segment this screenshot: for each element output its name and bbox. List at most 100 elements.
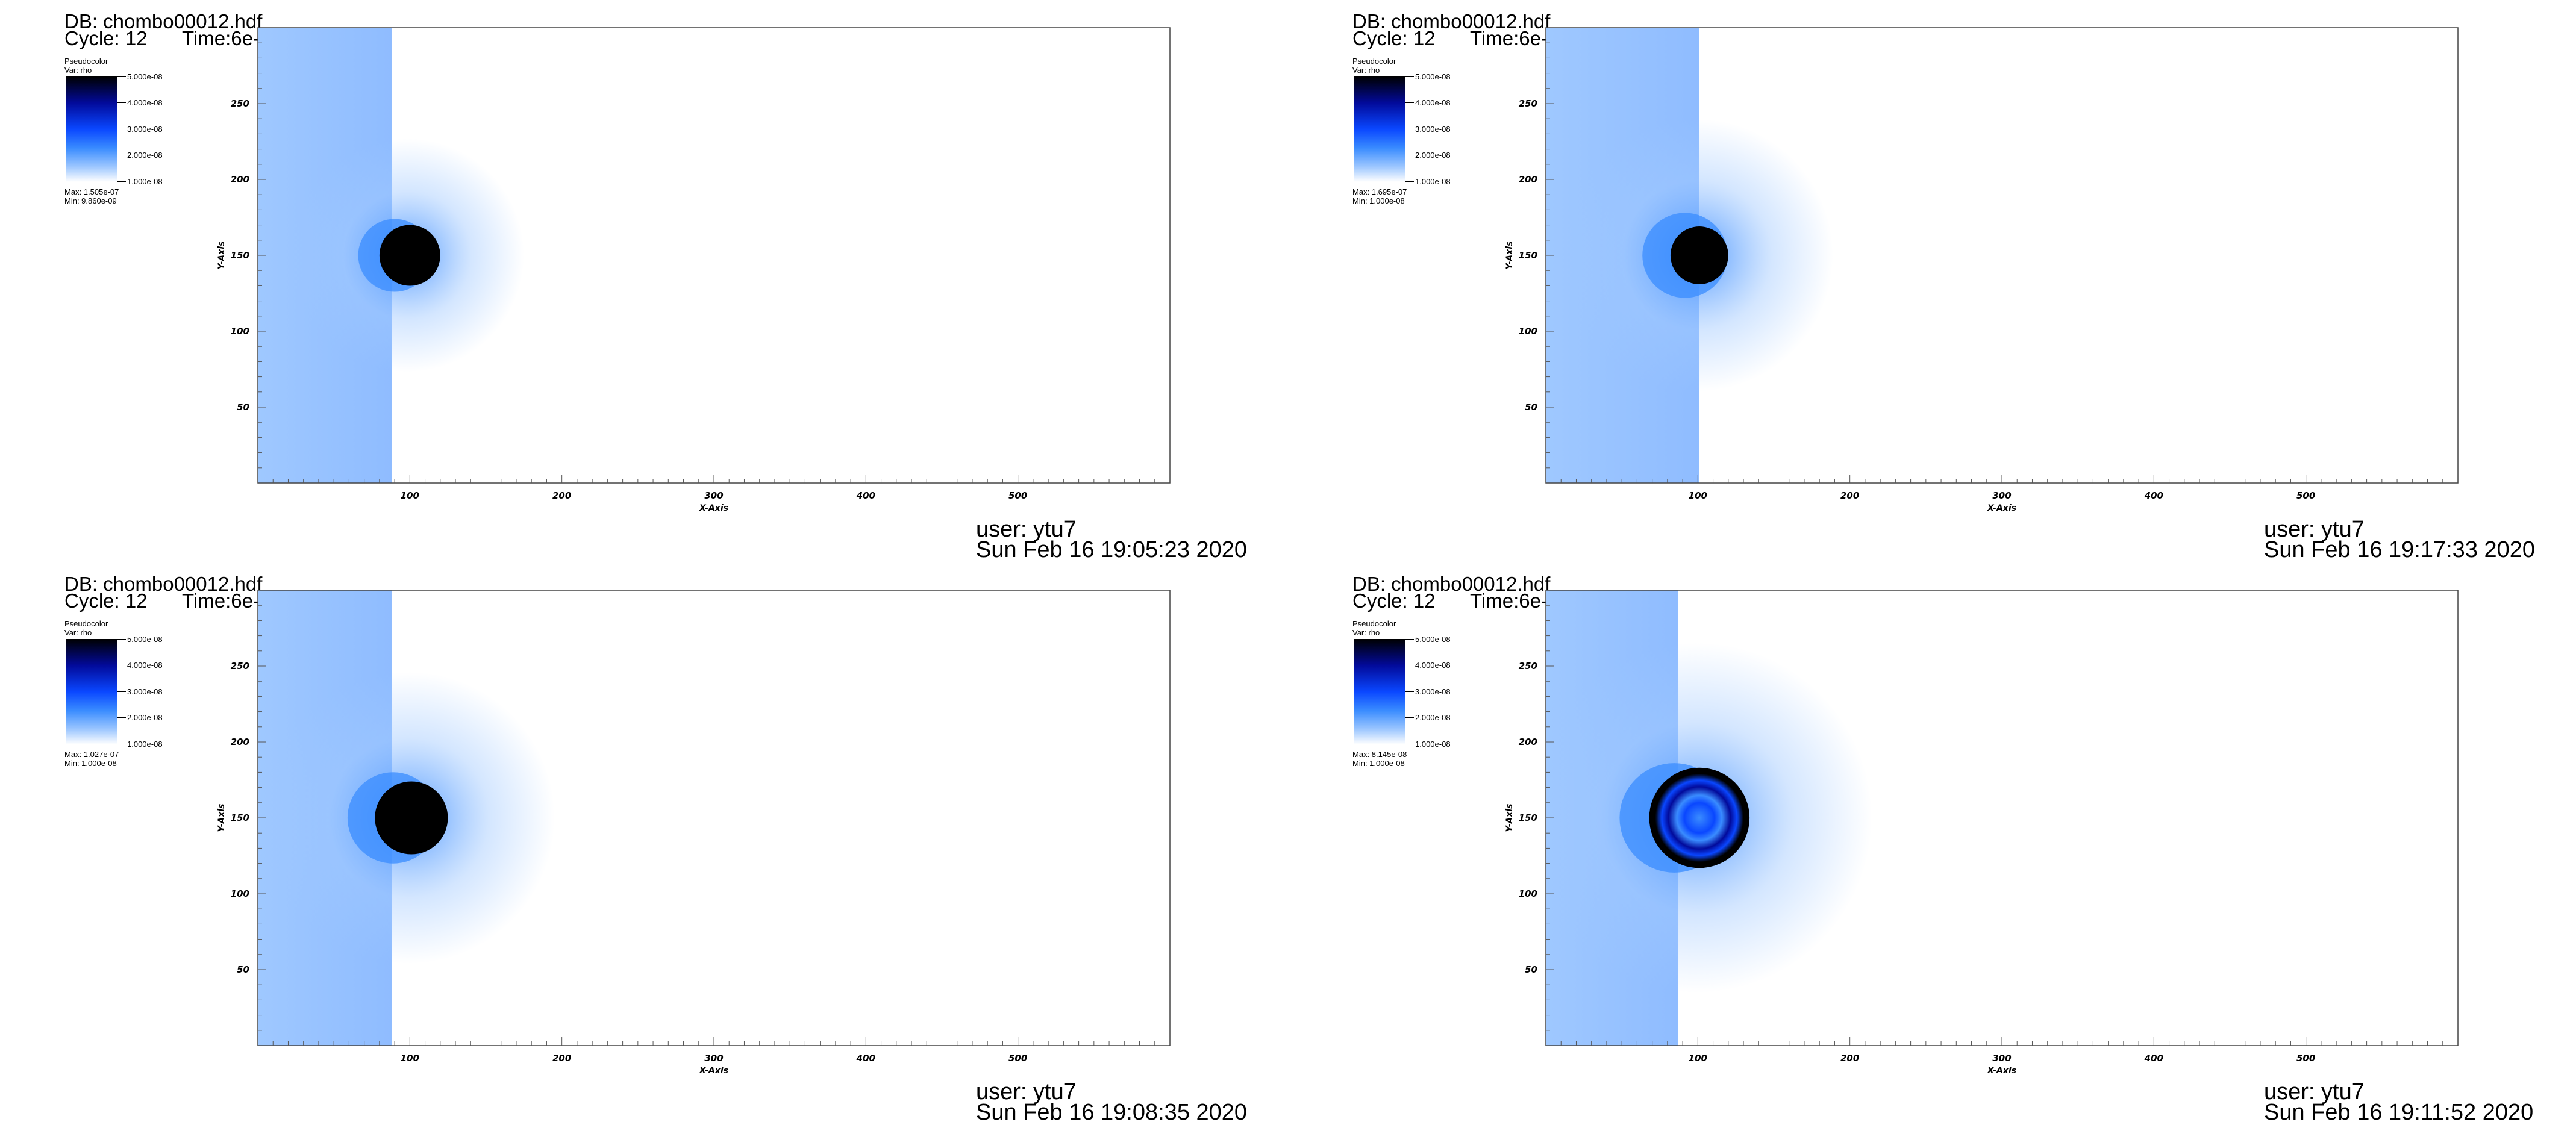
colorbar-tick-label: 1.000e-08	[1415, 177, 1451, 186]
database-label: DB: chombo00012.hdf	[64, 10, 263, 33]
footer-user: user: ytu7	[976, 1079, 1077, 1105]
y-tick-label: 150	[231, 812, 249, 823]
x-tick-label: 200	[1840, 490, 1859, 501]
x-tick-label: 400	[856, 490, 875, 501]
colorbar-ticks: 5.000e-08 4.000e-08 3.000e-08 2.000e-08 …	[117, 72, 172, 186]
y-axis-title: Y-Axis	[217, 804, 227, 832]
x-axis-title: X-Axis	[699, 1066, 728, 1076]
footer-date: Sun Feb 16 19:11:52 2020	[2264, 1100, 2534, 1125]
legend-variable: Var: rho	[64, 628, 92, 637]
bubble	[1670, 226, 1728, 284]
bubble	[1649, 767, 1750, 868]
colorbar-tick-label: 4.000e-08	[1415, 661, 1451, 670]
legend-title: Pseudocolor	[64, 619, 108, 628]
colorbar	[66, 639, 117, 744]
colorbar-tick-label: 2.000e-08	[127, 713, 163, 722]
colorbar-tick-label: 3.000e-08	[1415, 125, 1451, 134]
cycle-label: Cycle: 12	[64, 27, 148, 49]
colorbar-tick-label: 1.000e-08	[127, 740, 163, 749]
x-tick-label: 300	[704, 1053, 723, 1064]
y-tick-label: 250	[231, 98, 249, 109]
bubble	[375, 781, 448, 855]
colorbar-ticks: 5.000e-08 4.000e-08 3.000e-08 2.000e-08 …	[117, 635, 172, 749]
y-tick-label: 100	[1519, 326, 1537, 337]
colorbar	[66, 76, 117, 182]
colorbar-ticks: 5.000e-08 4.000e-08 3.000e-08 2.000e-08 …	[1405, 72, 1460, 186]
y-tick-label: 250	[1519, 661, 1537, 672]
colorbar-ticks: 5.000e-08 4.000e-08 3.000e-08 2.000e-08 …	[1405, 635, 1460, 749]
x-tick-label: 400	[2144, 490, 2163, 501]
legend-min: Min: 1.000e-08	[1352, 759, 1405, 768]
colorbar-tick-label: 5.000e-08	[127, 72, 163, 81]
colorbar-tick-label: 4.000e-08	[127, 98, 163, 107]
x-axis-title: X-Axis	[1987, 503, 2016, 513]
colorbar-tick-label: 5.000e-08	[1415, 635, 1451, 644]
x-tick-label: 100	[401, 1053, 419, 1064]
colorbar-tick-label: 2.000e-08	[1415, 713, 1451, 722]
y-tick-label: 100	[1519, 888, 1537, 899]
y-tick-label: 200	[1519, 174, 1537, 185]
plot-panel: DB: chombo00012.hdf Cycle: 12 Time:6e-06…	[1288, 562, 2576, 1125]
y-tick-label: 200	[1519, 737, 1537, 747]
colorbar-tick-label: 5.000e-08	[1415, 72, 1451, 81]
plot-area: 100 200 300 400 500 250 200 150 100 50 X-Axis Y-Axi…	[217, 27, 1171, 513]
x-tick-label: 200	[552, 490, 571, 501]
colorbar-tick-label: 5.000e-08	[127, 635, 163, 644]
x-tick-label: 300	[704, 490, 723, 501]
y-tick-label: 100	[231, 888, 249, 899]
y-tick-label: 150	[1519, 812, 1537, 823]
plot-area: 100 200 300 400 500 250 200 150 100 50 X-Axis Y-Axi…	[1505, 590, 2459, 1076]
database-label: DB: chombo00012.hdf	[64, 573, 263, 595]
colorbar-tick-label: 4.000e-08	[1415, 98, 1451, 107]
y-tick-label: 250	[1519, 98, 1537, 109]
x-tick-label: 100	[401, 490, 419, 501]
legend-max: Max: 1.695e-07	[1352, 187, 1407, 196]
footer-date: Sun Feb 16 19:08:35 2020	[976, 1100, 1248, 1125]
colorbar-tick-label: 1.000e-08	[127, 177, 163, 186]
footer-user: user: ytu7	[976, 517, 1077, 542]
cycle-label: Cycle: 12	[64, 590, 148, 612]
colorbar	[1354, 639, 1405, 744]
x-tick-label: 100	[1689, 490, 1707, 501]
legend-title: Pseudocolor	[1352, 619, 1396, 628]
footer-user: user: ytu7	[2264, 1079, 2365, 1105]
database-label: DB: chombo00012.hdf	[1352, 10, 1551, 33]
x-tick-label: 500	[2296, 1053, 2315, 1064]
y-tick-label: 50	[237, 402, 249, 413]
legend-title: Pseudocolor	[1352, 57, 1396, 66]
x-tick-label: 400	[856, 1053, 875, 1064]
footer-date: Sun Feb 16 19:17:33 2020	[2264, 537, 2536, 562]
colorbar-tick-label: 3.000e-08	[1415, 687, 1451, 696]
legend-variable: Var: rho	[1352, 628, 1380, 637]
x-axis-title: X-Axis	[1987, 1066, 2016, 1076]
colorbar-tick-label: 1.000e-08	[1415, 740, 1451, 749]
plot-area: 100 200 300 400 500 250 200 150 100 50 X-Axis Y-Axi…	[1505, 27, 2459, 513]
y-axis-title: Y-Axis	[217, 242, 227, 270]
y-tick-label: 100	[231, 326, 249, 337]
legend-max: Max: 1.505e-07	[64, 187, 119, 196]
plot-panel: DB: chombo00012.hdf Cycle: 12 Time:6e-06…	[0, 562, 1288, 1125]
x-tick-label: 200	[552, 1053, 571, 1064]
legend-min: Min: 1.000e-08	[1352, 196, 1405, 205]
x-tick-label: 500	[1008, 1053, 1027, 1064]
colorbar-tick-label: 2.000e-08	[1415, 151, 1451, 160]
legend-min: Min: 1.000e-08	[64, 759, 117, 768]
x-tick-label: 400	[2144, 1053, 2163, 1064]
colorbar-tick-label: 2.000e-08	[127, 151, 163, 160]
footer-date: Sun Feb 16 19:05:23 2020	[976, 537, 1248, 562]
x-tick-label: 300	[1992, 1053, 2011, 1064]
cycle-label: Cycle: 12	[1352, 27, 1436, 49]
plot-panel: DB: chombo00012.hdf Cycle: 12 Time:6e-06…	[0, 0, 1288, 562]
bubble	[379, 225, 440, 286]
y-tick-label: 250	[231, 661, 249, 672]
footer-user: user: ytu7	[2264, 517, 2365, 542]
legend-variable: Var: rho	[64, 66, 92, 75]
x-tick-label: 200	[1840, 1053, 1859, 1064]
y-axis-title: Y-Axis	[1505, 242, 1515, 270]
legend-max: Max: 1.027e-07	[64, 750, 119, 759]
y-axis-title: Y-Axis	[1505, 804, 1515, 832]
x-tick-label: 300	[1992, 490, 2011, 501]
plot-area: 100 200 300 400 500 250 200 150 100 50 X-Axis Y-Axi…	[217, 590, 1171, 1076]
plot-panel: DB: chombo00012.hdf Cycle: 12 Time:6e-06…	[1288, 0, 2576, 562]
y-tick-label: 50	[1525, 402, 1537, 413]
